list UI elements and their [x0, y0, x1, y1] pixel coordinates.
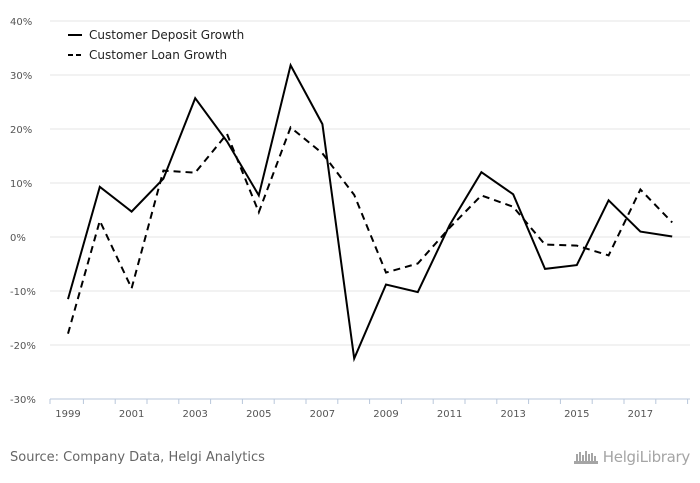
gridlines — [50, 20, 690, 346]
series-lines — [67, 62, 673, 363]
y-tick-label: 40% — [10, 17, 32, 28]
library-icon — [573, 451, 598, 464]
y-tick-label: 0% — [10, 233, 26, 244]
line-chart: 40% 30% 20% 10% 0% -10% -20% -30% 1999 2001 2003 20… — [10, 17, 690, 420]
x-tick-label: 2003 — [182, 409, 207, 420]
legend-label: Customer Loan Growth — [89, 48, 227, 62]
axes: 40% 30% 20% 10% 0% -10% -20% -30% 1999 2001 2003 20… — [10, 17, 690, 420]
x-tick-label: 2009 — [373, 409, 398, 420]
y-tick-label: -20% — [10, 341, 36, 352]
x-tick-label: 1999 — [55, 409, 80, 420]
brand-logo: HelgiLibrary — [573, 448, 690, 466]
x-tick-label: 2015 — [564, 409, 589, 420]
y-tick-label: 30% — [10, 71, 32, 82]
x-tick-label: 2013 — [500, 409, 525, 420]
x-tick-label: 2017 — [628, 409, 653, 420]
x-tick-label: 2001 — [119, 409, 144, 420]
x-tick-label: 2007 — [310, 409, 335, 420]
y-tick-label: -30% — [10, 395, 36, 406]
footer: Source: Company Data, Helgi Analytics He… — [0, 440, 700, 483]
y-tick-label: 20% — [10, 125, 32, 136]
legend-label: Customer Deposit Growth — [89, 28, 244, 42]
source-note: Source: Company Data, Helgi Analytics — [10, 450, 265, 465]
brand-name: HelgiLibrary — [602, 448, 691, 466]
x-tick-label: 2011 — [437, 409, 462, 420]
series-line-deposit-growth — [67, 62, 673, 363]
legend: Customer Deposit Growth Customer Loan Gro… — [68, 28, 244, 62]
series-line-loan-growth — [67, 125, 673, 334]
x-tick-label: 2005 — [246, 409, 271, 420]
y-tick-label: 10% — [10, 179, 32, 190]
y-tick-label: -10% — [10, 287, 36, 298]
